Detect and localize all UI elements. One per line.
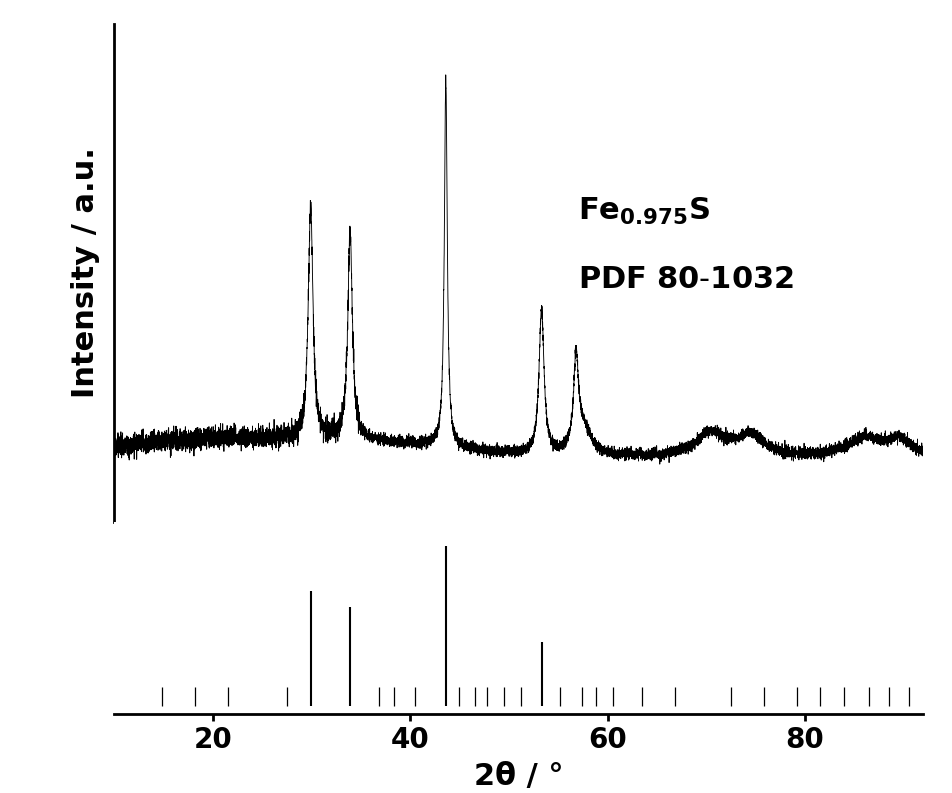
Text: $\mathregular{Fe_{0.975}S}$: $\mathregular{Fe_{0.975}S}$ xyxy=(578,196,710,227)
X-axis label: 2θ / °: 2θ / ° xyxy=(474,762,564,791)
Y-axis label: Intensity / a.u.: Intensity / a.u. xyxy=(71,147,100,398)
Text: $\mathbf{PDF\ 80\text{-}1032}$: $\mathbf{PDF\ 80\text{-}1032}$ xyxy=(578,265,794,294)
